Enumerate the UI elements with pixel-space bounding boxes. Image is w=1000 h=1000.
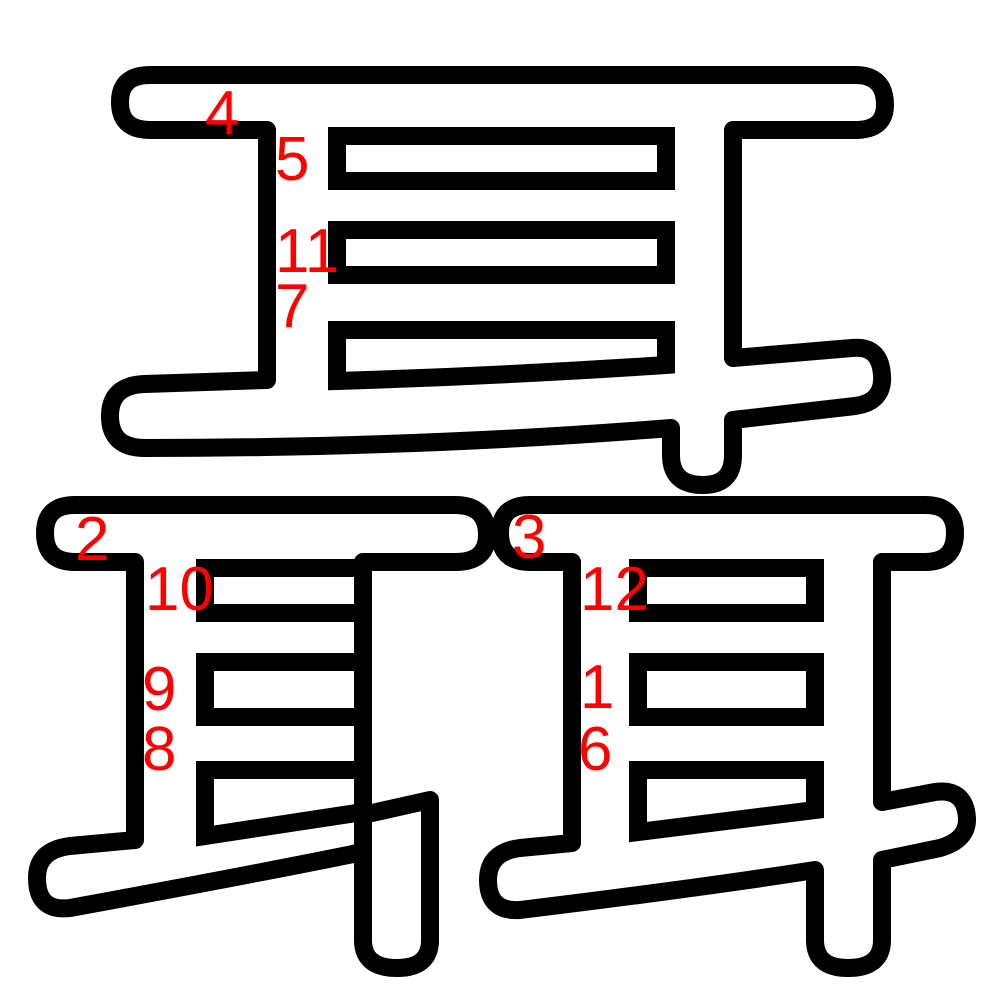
stroke-order-numbers: 1 2 3 4 5 6 7 8 9 10 11 12 — [75, 79, 649, 784]
top-ear-inner-rect-1 — [328, 127, 675, 190]
stroke-number-8: 8 — [142, 715, 176, 784]
stroke-number-12: 12 — [580, 555, 649, 624]
stroke-number-9: 9 — [142, 655, 176, 724]
stroke-number-3: 3 — [512, 503, 546, 572]
bottom-right-ear-outline — [479, 496, 976, 977]
bottom-left-ear-inner-rect-1 — [196, 559, 372, 622]
top-ear-inner-rect-2 — [328, 221, 675, 284]
bottom-left-ear-inner-rect-2 — [196, 653, 372, 726]
bottom-right-ear-inner-rect-3 — [629, 761, 824, 843]
stroke-number-10: 10 — [145, 555, 214, 624]
bottom-left-ear-stem — [354, 791, 439, 977]
top-ear-inner-rect-3 — [328, 321, 675, 391]
bottom-right-ear-inner-rect-1 — [629, 559, 824, 622]
stroke-number-11: 11 — [275, 217, 339, 286]
bottom-left-ear-component — [28, 496, 496, 977]
stroke-number-7: 7 — [275, 272, 309, 341]
stroke-number-1: 1 — [580, 653, 614, 722]
bottom-left-ear-inner-rect-3 — [196, 761, 372, 847]
stroke-number-2: 2 — [75, 505, 109, 574]
bottom-right-ear-component — [479, 496, 976, 977]
bottom-right-ear-inner-rect-2 — [629, 653, 824, 726]
stroke-number-5: 5 — [275, 125, 309, 194]
stroke-number-4: 4 — [205, 79, 239, 148]
stroke-number-6: 6 — [578, 715, 612, 784]
top-ear-component — [101, 66, 894, 494]
